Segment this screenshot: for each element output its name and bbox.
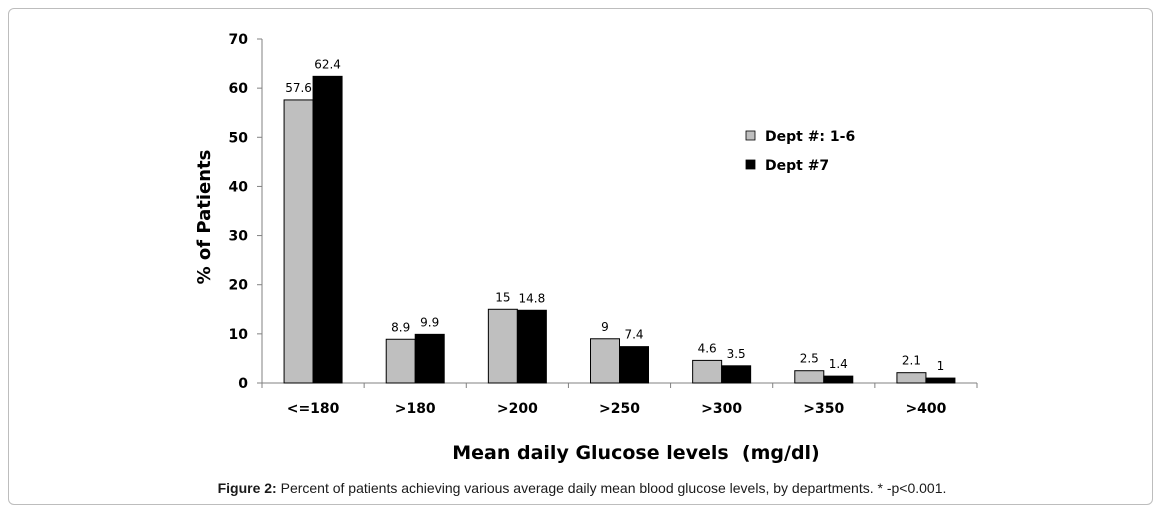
data-label: 2.1 bbox=[902, 354, 921, 368]
x-tick-label: >200 bbox=[497, 401, 538, 417]
bar-dept-7 bbox=[721, 365, 752, 384]
y-tick-label: 30 bbox=[229, 229, 249, 245]
bar-dept-7 bbox=[414, 333, 445, 384]
y-tick-label: 70 bbox=[229, 32, 249, 48]
legend-swatch bbox=[745, 130, 756, 141]
x-tick-label: >180 bbox=[395, 401, 436, 417]
bar-dept-7 bbox=[516, 309, 547, 384]
bar-dept-7 bbox=[925, 377, 956, 384]
bar-dept-1-6 bbox=[385, 338, 416, 384]
y-tick-label: 0 bbox=[238, 376, 248, 392]
data-label: 3.5 bbox=[727, 347, 746, 361]
x-tick-label: >300 bbox=[701, 401, 742, 417]
bar-dept-1-6 bbox=[896, 372, 927, 384]
bar-dept-1-6 bbox=[487, 308, 518, 384]
data-label: 1 bbox=[937, 359, 945, 373]
x-tick-label: >250 bbox=[599, 401, 640, 417]
data-label: 9.9 bbox=[420, 315, 439, 329]
legend-label: Dept #: 1-6 bbox=[765, 129, 855, 145]
data-label: 62.4 bbox=[314, 57, 341, 71]
figure-frame bbox=[8, 8, 1153, 505]
y-axis-title: % of Patients bbox=[194, 150, 215, 285]
x-tick-label: <=180 bbox=[287, 401, 340, 417]
x-axis-title: Mean daily Glucose levels (mg/dl) bbox=[452, 442, 820, 464]
data-label: 15 bbox=[495, 290, 510, 304]
x-tick-label: >400 bbox=[905, 401, 946, 417]
chart-legend: Dept #: 1-6 Dept #7 bbox=[745, 129, 855, 174]
bar-dept-1-6 bbox=[692, 359, 723, 384]
figure-caption: Figure 2: Percent of patients achieving … bbox=[0, 480, 1164, 496]
y-tick-label: 50 bbox=[229, 130, 249, 146]
caption-text: Percent of patients achieving various av… bbox=[276, 480, 947, 496]
bar-dept-1-6 bbox=[794, 370, 825, 384]
bar-dept-1-6 bbox=[590, 338, 620, 384]
chart-bars: 57.662.4 8.9 9.9 15 14.8 9 7.4 4.6 3.5 2.5 1.4 2.1 1 bbox=[283, 57, 956, 384]
chart-axes: 0 10 20 30 40 50 60 70 <=180 >180 >200 >250 >300 >350… bbox=[229, 32, 978, 417]
data-label: 8.9 bbox=[391, 320, 410, 334]
y-tick-label: 10 bbox=[229, 327, 249, 343]
y-tick-label: 20 bbox=[229, 278, 249, 294]
data-label: 1.4 bbox=[829, 357, 848, 371]
caption-label: Figure 2: bbox=[217, 480, 277, 496]
legend-swatch bbox=[745, 159, 756, 170]
bar-dept-7 bbox=[312, 75, 343, 384]
legend-label: Dept #7 bbox=[765, 158, 829, 174]
data-label: 4.6 bbox=[698, 341, 717, 355]
y-tick-label: 40 bbox=[229, 179, 249, 195]
bar-dept-1-6 bbox=[283, 99, 314, 384]
bar-dept-7 bbox=[619, 346, 649, 384]
data-label: 7.4 bbox=[624, 328, 643, 342]
bar-dept-7 bbox=[823, 375, 854, 384]
x-tick-label: >350 bbox=[803, 401, 844, 417]
data-label: 9 bbox=[601, 320, 609, 334]
y-tick-label: 60 bbox=[229, 81, 249, 97]
data-label: 57.6 bbox=[285, 81, 312, 95]
data-label: 2.5 bbox=[800, 352, 819, 366]
data-label: 14.8 bbox=[518, 291, 545, 305]
